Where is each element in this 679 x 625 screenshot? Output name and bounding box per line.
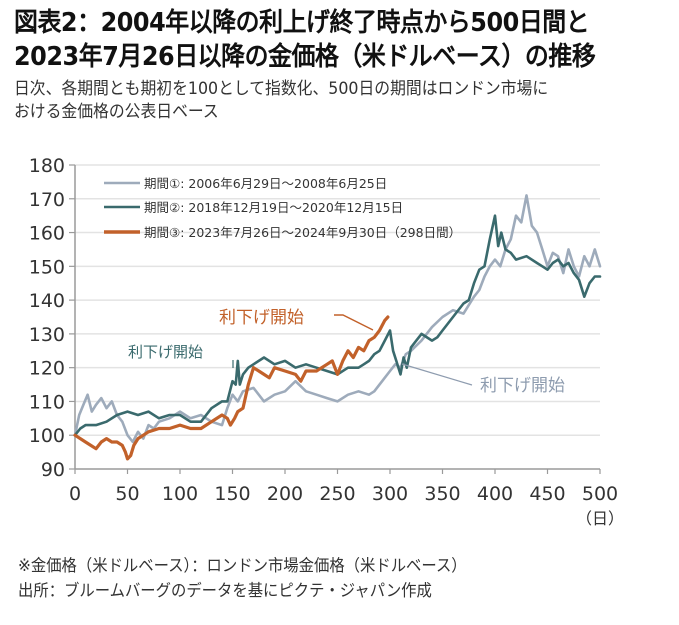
chart-subtitle-line-2: おける金価格の公表日ベース — [14, 102, 219, 122]
chart-title: 図表2：2004年以降の利上げ終了時点から500日間と 2023年7月26日以降… — [14, 6, 596, 74]
y-tick-label: 170 — [29, 189, 65, 211]
y-tick-label: 100 — [29, 425, 65, 447]
y-tick-label: 150 — [29, 256, 65, 278]
y-tick-label: 130 — [29, 324, 65, 346]
annotation-period2-label: 利下げ開始 — [128, 343, 203, 361]
legend-label-period-3: 期間③: 2023年7月26日～2024年9月30日（298日間） — [144, 225, 461, 240]
annotation-leader-period3 — [334, 314, 374, 331]
y-tick-label: 90 — [41, 459, 65, 481]
x-tick-label: 50 — [115, 483, 139, 505]
series-lines — [73, 194, 602, 461]
y-axis-ticks: 90 100 110 120 130 140 150 160 170 180 — [29, 155, 75, 481]
x-tick-label: 300 — [372, 483, 408, 505]
annotation-leader-period1 — [401, 363, 473, 386]
series-line-period-3 — [73, 315, 390, 461]
annotation-period1-label: 利下げ開始 — [480, 376, 565, 396]
legend-label-period-2: 期間②: 2018年12月19日～2020年12月15日 — [144, 200, 403, 215]
footnotes: ※金価格（米ドルベース）：ロンドン市場金価格（米ドルベース） 出所：ブルームバー… — [18, 553, 467, 603]
chart-title-line-2: 2023年7月26日以降の金価格（米ドルベース）の推移 — [14, 42, 596, 72]
legend-label-period-1: 期間①: 2006年6月29日～2008年6月25日 — [144, 176, 387, 191]
chart-subtitle: 日次、各期間とも期初を100として指数化、500日の期間はロンドン市場に おける… — [14, 78, 548, 124]
line-chart: 90 100 110 120 130 140 150 160 170 180 0 50 100 150 2… — [29, 155, 624, 528]
x-tick-label: 400 — [477, 483, 513, 505]
y-tick-label: 140 — [29, 290, 65, 312]
annotation-period3-label: 利下げ開始 — [219, 308, 304, 328]
y-tick-label: 120 — [29, 358, 65, 380]
x-tick-label: 200 — [267, 483, 303, 505]
chart-title-line-1: 図表2：2004年以降の利上げ終了時点から500日間と — [14, 8, 590, 38]
gridlines — [75, 164, 600, 436]
series-line-period-2 — [73, 214, 602, 437]
x-tick-label: 350 — [424, 483, 460, 505]
y-tick-label: 180 — [29, 155, 65, 177]
chart-subtitle-line-1: 日次、各期間とも期初を100として指数化、500日の期間はロンドン市場に — [14, 79, 549, 99]
y-tick-label: 110 — [29, 391, 65, 413]
x-tick-label: 450 — [529, 483, 565, 505]
x-tick-label: 150 — [214, 483, 250, 505]
footnote-source: 出所：ブルームバーグのデータを基にピクテ・ジャパン作成 — [18, 581, 432, 600]
x-tick-label: 250 — [319, 483, 355, 505]
y-tick-label: 160 — [29, 223, 65, 245]
x-axis-ticks: 0 50 100 150 200 250 300 350 400 450 500 — [69, 469, 618, 505]
x-tick-label: 0 — [69, 483, 81, 505]
x-axis-unit-label: （日） — [576, 509, 624, 528]
footnote-definition: ※金価格（米ドルベース）：ロンドン市場金価格（米ドルベース） — [18, 556, 467, 575]
x-tick-label: 500 — [582, 483, 618, 505]
x-tick-label: 100 — [162, 483, 198, 505]
series-line-period-1 — [73, 194, 602, 444]
